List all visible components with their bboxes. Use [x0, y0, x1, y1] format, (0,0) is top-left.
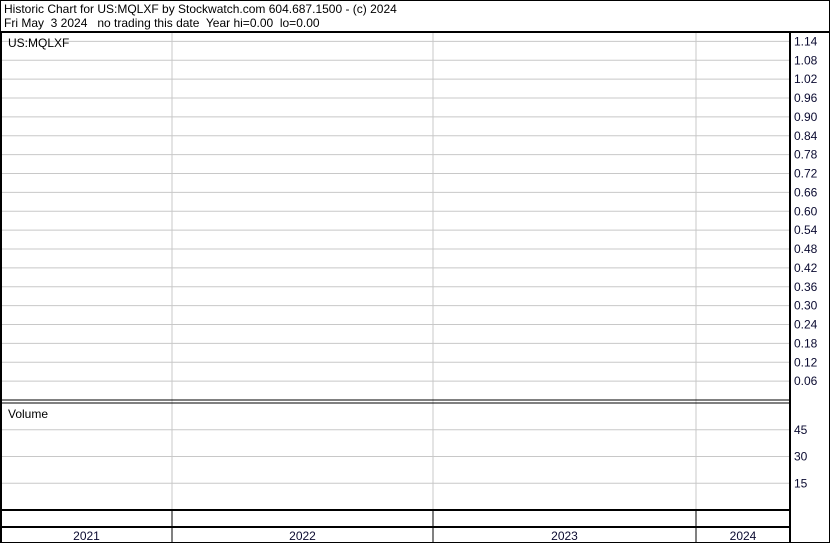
year-label: 2024 [730, 529, 757, 543]
volume-tick-label: 15 [794, 476, 808, 490]
price-tick-label: 0.72 [794, 167, 818, 181]
year-label: 2021 [73, 529, 100, 543]
year-label: 2023 [551, 529, 578, 543]
price-tick-label: 0.06 [794, 374, 818, 388]
price-tick-label: 0.12 [794, 355, 818, 369]
volume-tick-label: 30 [794, 450, 808, 464]
price-tick-label: 0.24 [794, 318, 818, 332]
price-tick-label: 0.54 [794, 223, 818, 237]
price-tick-label: 0.78 [794, 148, 818, 162]
price-tick-label: 0.18 [794, 336, 818, 350]
price-tick-label: 0.84 [794, 129, 818, 143]
price-tick-label: 0.96 [794, 91, 818, 105]
price-tick-label: 0.42 [794, 261, 818, 275]
price-tick-label: 0.66 [794, 185, 818, 199]
volume-panel-title: Volume [8, 407, 48, 421]
price-tick-label: 1.08 [794, 53, 818, 67]
chart-header-title: Historic Chart for US:MQLXF by Stockwatc… [4, 2, 397, 16]
price-panel-title: US:MQLXF [8, 36, 69, 50]
price-tick-label: 0.30 [794, 299, 818, 313]
price-tick-label: 0.48 [794, 242, 818, 256]
price-tick-label: 0.60 [794, 204, 818, 218]
year-label: 2022 [289, 529, 316, 543]
volume-tick-label: 45 [794, 423, 808, 437]
price-tick-label: 0.36 [794, 280, 818, 294]
chart-header-subtitle: Fri May 3 2024 no trading this date Year… [4, 16, 320, 30]
price-tick-label: 1.02 [794, 72, 818, 86]
price-tick-label: 1.14 [794, 34, 818, 48]
price-tick-label: 0.90 [794, 110, 818, 124]
